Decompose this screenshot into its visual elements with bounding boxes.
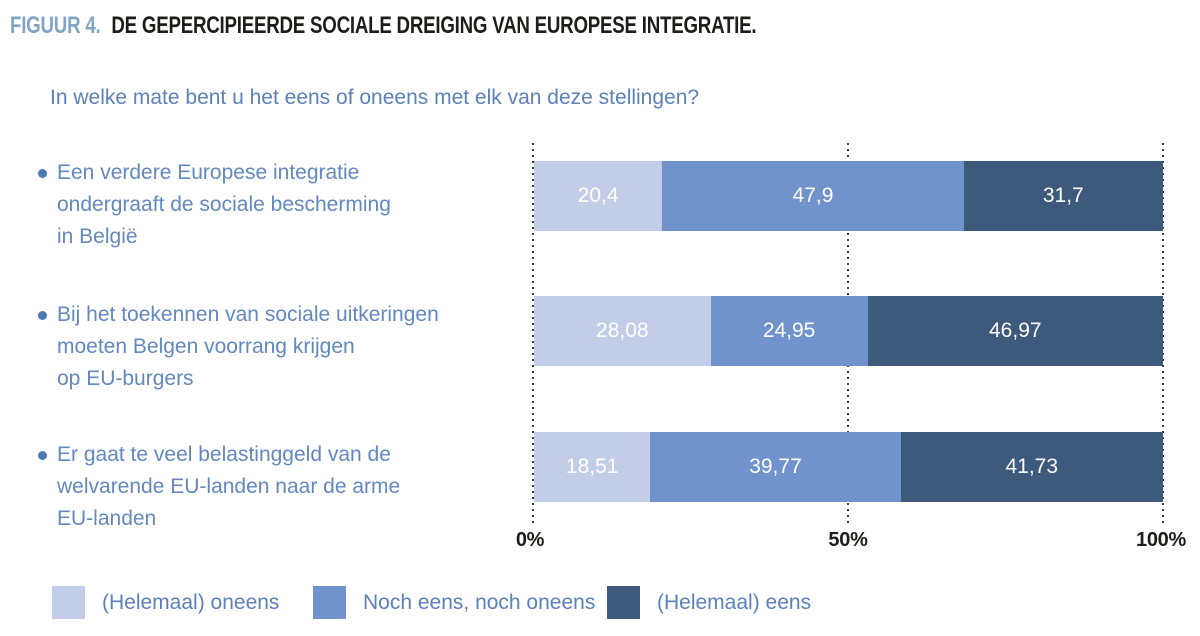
- bar-value-label: 31,7: [1042, 184, 1084, 207]
- x-tick-100: 100%: [1136, 529, 1186, 551]
- legend-item-oneens: (Helemaal) oneens: [52, 586, 279, 619]
- legend-label-oneens: (Helemaal) oneens: [102, 590, 280, 614]
- legend-swatch-oneens: [52, 586, 85, 619]
- legend: (Helemaal) oneens Noch eens, noch oneens…: [0, 586, 1200, 620]
- category-label: Er gaat te veel belastinggeld van de wel…: [38, 439, 518, 535]
- bar-segment: 31,7: [963, 161, 1163, 231]
- bar-value-label: 47,9: [792, 184, 834, 207]
- legend-item-noch: Noch eens, noch oneens: [313, 586, 595, 619]
- bar-segment: 39,77: [650, 432, 901, 502]
- bullet-icon: [38, 451, 47, 460]
- chart-row: Een verdere Europese integratie ondergra…: [0, 161, 1200, 248]
- x-tick-50: 50%: [828, 529, 868, 551]
- bar-value-label: 24,95: [762, 319, 816, 342]
- gridline-100pct: [1162, 143, 1164, 527]
- bar-value-label: 28,08: [596, 319, 649, 342]
- stacked-bar: 20,4 47,9 31,7: [534, 161, 1163, 231]
- bar-value-label: 39,77: [749, 455, 802, 478]
- bullet-icon: [38, 169, 47, 178]
- category-label: Bij het toekennen van sociale uitkeringe…: [38, 299, 518, 395]
- category-text: Bij het toekennen van sociale uitkeringe…: [57, 303, 439, 390]
- legend-label-noch: Noch eens, noch oneens: [363, 590, 596, 614]
- chart-row: Er gaat te veel belastinggeld van de wel…: [0, 432, 1200, 530]
- category-text: Er gaat te veel belastinggeld van de wel…: [57, 443, 401, 530]
- bullet-icon: [38, 311, 47, 320]
- category-text: Een verdere Europese integratie ondergra…: [57, 161, 391, 248]
- bar-segment: 20,4: [534, 161, 663, 231]
- legend-swatch-eens: [607, 586, 640, 619]
- gridline-0pct: [532, 143, 534, 527]
- legend-label-eens: (Helemaal) eens: [657, 590, 812, 614]
- bar-segment: 28,08: [534, 296, 711, 366]
- category-label: Een verdere Europese integratie ondergra…: [38, 157, 518, 253]
- bar-segment: 41,73: [900, 432, 1163, 502]
- survey-question: In welke mate bent u het eens of oneens …: [50, 86, 700, 109]
- legend-item-eens: (Helemaal) eens: [607, 586, 811, 619]
- legend-swatch-noch: [313, 586, 346, 619]
- stacked-bar: 28,08 24,95 46,97: [534, 296, 1163, 366]
- bar-segment: 46,97: [867, 296, 1163, 366]
- figure-title: FIGUUR 4. DE GEPERCIPIEERDE SOCIALE DREIG…: [10, 12, 757, 40]
- figure-title-text: DE GEPERCIPIEERDE SOCIALE DREIGING VAN E…: [111, 12, 757, 39]
- bar-segment: 18,51: [534, 432, 651, 502]
- x-tick-0: 0%: [515, 529, 545, 551]
- bar-value-label: 20,4: [577, 184, 619, 207]
- chart-row: Bij het toekennen van sociale uitkeringe…: [0, 296, 1200, 390]
- bar-segment: 24,95: [710, 296, 868, 366]
- bar-value-label: 46,97: [989, 319, 1042, 342]
- bar-segment: 47,9: [662, 161, 964, 231]
- bar-value-label: 41,73: [1005, 455, 1059, 478]
- bar-value-label: 18,51: [565, 455, 619, 478]
- stacked-bar: 18,51 39,77 41,73: [534, 432, 1163, 502]
- figure-number-label: FIGUUR 4.: [10, 12, 101, 39]
